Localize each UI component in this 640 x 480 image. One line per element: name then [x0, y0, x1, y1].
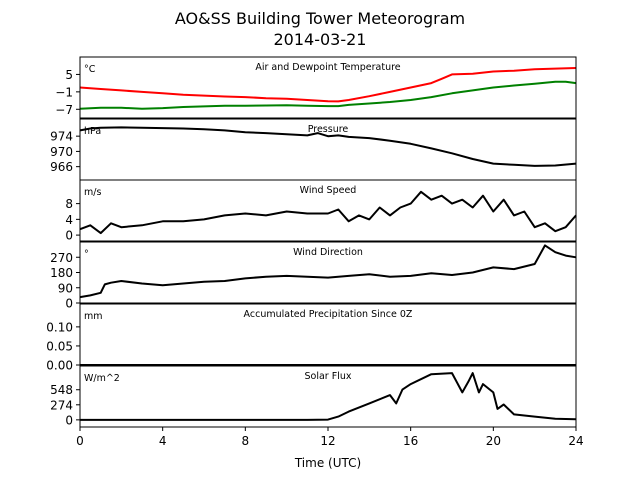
panel-title: Wind Speed: [300, 185, 357, 196]
panel-title: Accumulated Precipitation Since 0Z: [244, 309, 413, 320]
series-line-0-0: [79, 67, 577, 103]
y-tick-label: 180: [50, 266, 73, 280]
panel-frame: [79, 179, 577, 242]
y-tick-label: 970: [50, 145, 73, 159]
y-tick-label: 90: [58, 281, 73, 295]
panel-unit: m/s: [84, 187, 101, 198]
panel-unit: hPa: [84, 126, 101, 137]
panels: 5 −1 −7 °C Air and Dewpoint Temperature 97497…: [46, 56, 577, 428]
series-line-5-0: [80, 372, 577, 421]
y-tick-label: 0.05: [46, 339, 73, 353]
y-tick-label: 270: [50, 251, 73, 265]
y-tick-label: 0.10: [46, 320, 73, 334]
y-tick-label: 966: [50, 160, 73, 174]
figure-title: AO&SS Building Tower Meteorogram: [175, 9, 465, 28]
x-tick-label: 20: [486, 434, 501, 448]
panel-title: Pressure: [308, 124, 349, 135]
panel-title: Wind Direction: [293, 247, 363, 258]
panel-frame: [79, 56, 577, 119]
figure-subtitle: 2014-03-21: [274, 30, 367, 49]
panel-unit: °C: [84, 64, 96, 75]
series-line-0-1: [79, 80, 577, 110]
x-tick-label: 0: [76, 434, 84, 448]
x-axis: 0 4 8 12 16 20 24: [76, 427, 584, 448]
x-axis-label: Time (UTC): [294, 456, 361, 470]
y-tick-label: 4: [65, 213, 73, 227]
x-tick-label: 16: [403, 434, 418, 448]
y-tick-label: 548: [50, 383, 73, 397]
panel-2: 8 4 0 m/s Wind Speed: [65, 179, 577, 243]
panel-unit: °: [84, 249, 89, 260]
panel-4: 0.10 0.05 0.00 mm Accumulated Precipitation …: [46, 303, 577, 373]
panel-unit: mm: [84, 311, 103, 322]
y-tick-label: 0.00: [46, 359, 73, 373]
y-tick-label: 5: [65, 68, 73, 82]
panel-frame: [79, 303, 577, 366]
y-tick-label: 274: [50, 398, 73, 412]
y-tick-label: 0: [65, 297, 73, 311]
panel-0: 5 −1 −7 °C Air and Dewpoint Temperature: [55, 56, 577, 119]
series-line-2-0: [79, 190, 577, 235]
y-tick-label: −7: [55, 103, 73, 117]
y-tick-label: 0: [65, 229, 73, 243]
y-tick-label: 8: [65, 197, 73, 211]
x-tick-label: 12: [320, 434, 335, 448]
x-tick-label: 4: [159, 434, 167, 448]
y-tick-label: −1: [55, 85, 73, 99]
panel-title: Solar Flux: [305, 371, 352, 382]
x-tick-label: 8: [242, 434, 250, 448]
panel-title: Air and Dewpoint Temperature: [255, 62, 400, 73]
x-tick-label: 24: [568, 434, 583, 448]
series-line-1-0: [79, 126, 577, 167]
y-tick-label: 0: [65, 413, 73, 427]
panel-unit: W/m^2: [84, 373, 120, 384]
series-line-3-0: [79, 244, 577, 299]
y-tick-label: 974: [50, 130, 73, 144]
